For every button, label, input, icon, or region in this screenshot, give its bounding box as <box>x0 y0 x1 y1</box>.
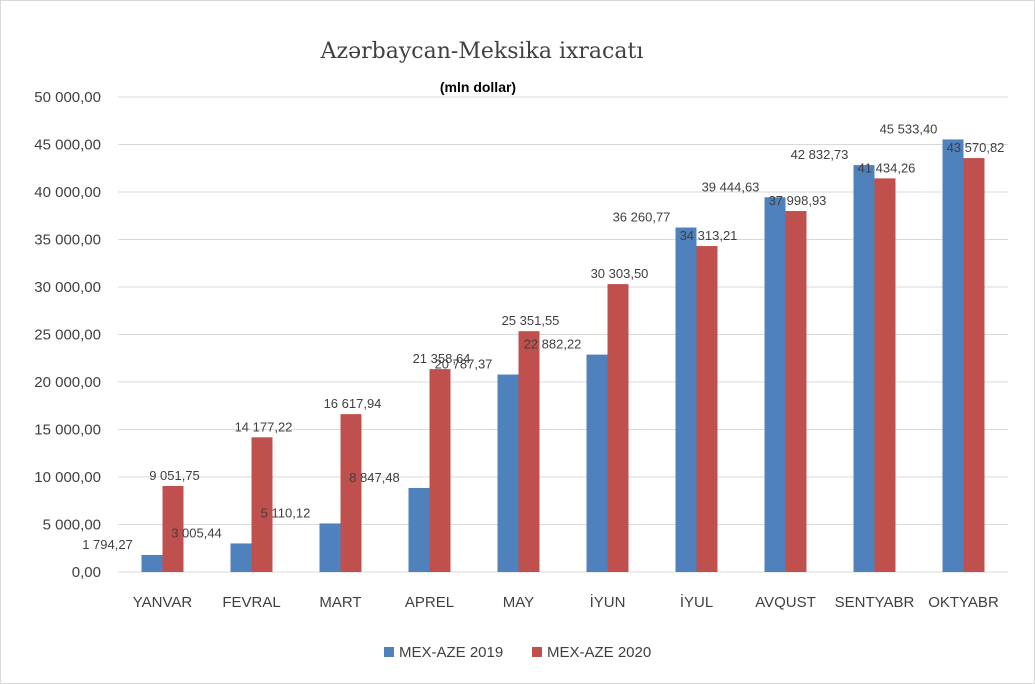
x-tick-label: SENTYABR <box>835 594 915 611</box>
data-label-2020: 30 303,50 <box>591 266 649 281</box>
y-tick-label: 15 000,00 <box>34 422 101 439</box>
x-tick-label: İYUL <box>680 593 713 611</box>
x-tick-label: FEVRAL <box>222 594 280 611</box>
y-tick-label: 35 000,00 <box>34 232 101 249</box>
x-tick-label: APREL <box>405 594 454 611</box>
legend-label: MEX-AZE 2020 <box>547 644 651 661</box>
bar-2020 <box>518 331 540 572</box>
x-tick-label: OKTYABR <box>928 594 999 611</box>
data-label-2020: 21 358,64 <box>413 351 471 366</box>
y-tick-label: 45 000,00 <box>34 137 101 154</box>
y-axis-ticks: 0,00 5 000,00 10 000,00 15 000,00 20 000,00 2… <box>34 89 101 581</box>
chart-title: Azərbaycan-Meksika ixracatı <box>320 39 644 64</box>
x-tick-label: AVQUST <box>755 594 816 611</box>
legend-swatch <box>384 647 394 657</box>
data-label-2020: 16 617,94 <box>324 396 382 411</box>
bar-2020 <box>429 369 451 572</box>
data-label-2019: 5 110,12 <box>261 505 311 520</box>
chart-subtitle: (mln dollar) <box>440 79 516 95</box>
x-tick-label: MAY <box>503 594 534 611</box>
data-label-2020: 9 051,75 <box>149 468 200 483</box>
bar-2019 <box>141 554 163 572</box>
bar-2019 <box>853 165 875 573</box>
data-label-2019: 22 882,22 <box>524 337 582 352</box>
y-tick-label: 50 000,00 <box>34 89 101 106</box>
data-label-2019: 42 832,73 <box>791 147 849 162</box>
bar-2020 <box>696 246 718 572</box>
bar-2019 <box>675 227 697 572</box>
bar-2020 <box>162 486 184 572</box>
bar-2020 <box>607 284 629 572</box>
bar-2020 <box>963 158 985 572</box>
bar-2020 <box>251 437 273 572</box>
bar-2020 <box>874 178 896 573</box>
bar-2020 <box>340 414 362 572</box>
bar-2019 <box>764 197 786 573</box>
legend: MEX-AZE 2019 MEX-AZE 2020 <box>384 644 651 661</box>
x-axis-ticks: YANVAR FEVRAL MART APREL MAY İYUN İYUL AVQUST SE… <box>133 593 999 611</box>
bar-2019 <box>230 543 252 572</box>
y-tick-label: 0,00 <box>72 564 101 581</box>
data-label-2020: 43 570,82 <box>947 140 1005 155</box>
y-tick-label: 40 000,00 <box>34 184 101 201</box>
y-tick-label: 5 000,00 <box>43 517 101 534</box>
bars <box>141 139 985 573</box>
data-label-2019: 36 260,77 <box>613 210 671 225</box>
data-label-2020: 14 177,22 <box>235 419 293 434</box>
bar-2019 <box>942 139 964 573</box>
y-tick-label: 30 000,00 <box>34 279 101 296</box>
data-label-2020: 37 998,93 <box>769 193 827 208</box>
x-tick-label: YANVAR <box>133 594 193 611</box>
data-label-2020: 41 434,26 <box>858 160 916 175</box>
data-label-2019: 1 794,27 <box>82 537 133 552</box>
bar-2019 <box>408 487 430 572</box>
y-tick-label: 25 000,00 <box>34 327 101 344</box>
x-tick-label: MART <box>319 594 361 611</box>
x-tick-label: İYUN <box>590 593 626 611</box>
data-label-2019: 3 005,44 <box>171 525 222 540</box>
data-label-2020: 34 313,21 <box>680 228 738 243</box>
data-label-2019: 45 533,40 <box>880 121 938 136</box>
data-label-2019: 39 444,63 <box>702 179 760 194</box>
legend-label: MEX-AZE 2019 <box>399 644 503 661</box>
y-tick-label: 10 000,00 <box>34 469 101 486</box>
bar-2020 <box>785 211 807 572</box>
bar-2019 <box>319 523 341 572</box>
legend-swatch <box>532 647 542 657</box>
y-tick-label: 20 000,00 <box>34 374 101 391</box>
data-labels: 1 794,27 9 051,75 3 005,44 14 177,22 5 110,1… <box>82 121 1004 552</box>
data-label-2019: 8 847,48 <box>349 470 400 485</box>
bar-2019 <box>497 374 519 572</box>
bar-2019 <box>586 354 608 572</box>
data-label-2020: 25 351,55 <box>502 313 560 328</box>
data-label-2019: 20 787,37 <box>435 357 493 372</box>
